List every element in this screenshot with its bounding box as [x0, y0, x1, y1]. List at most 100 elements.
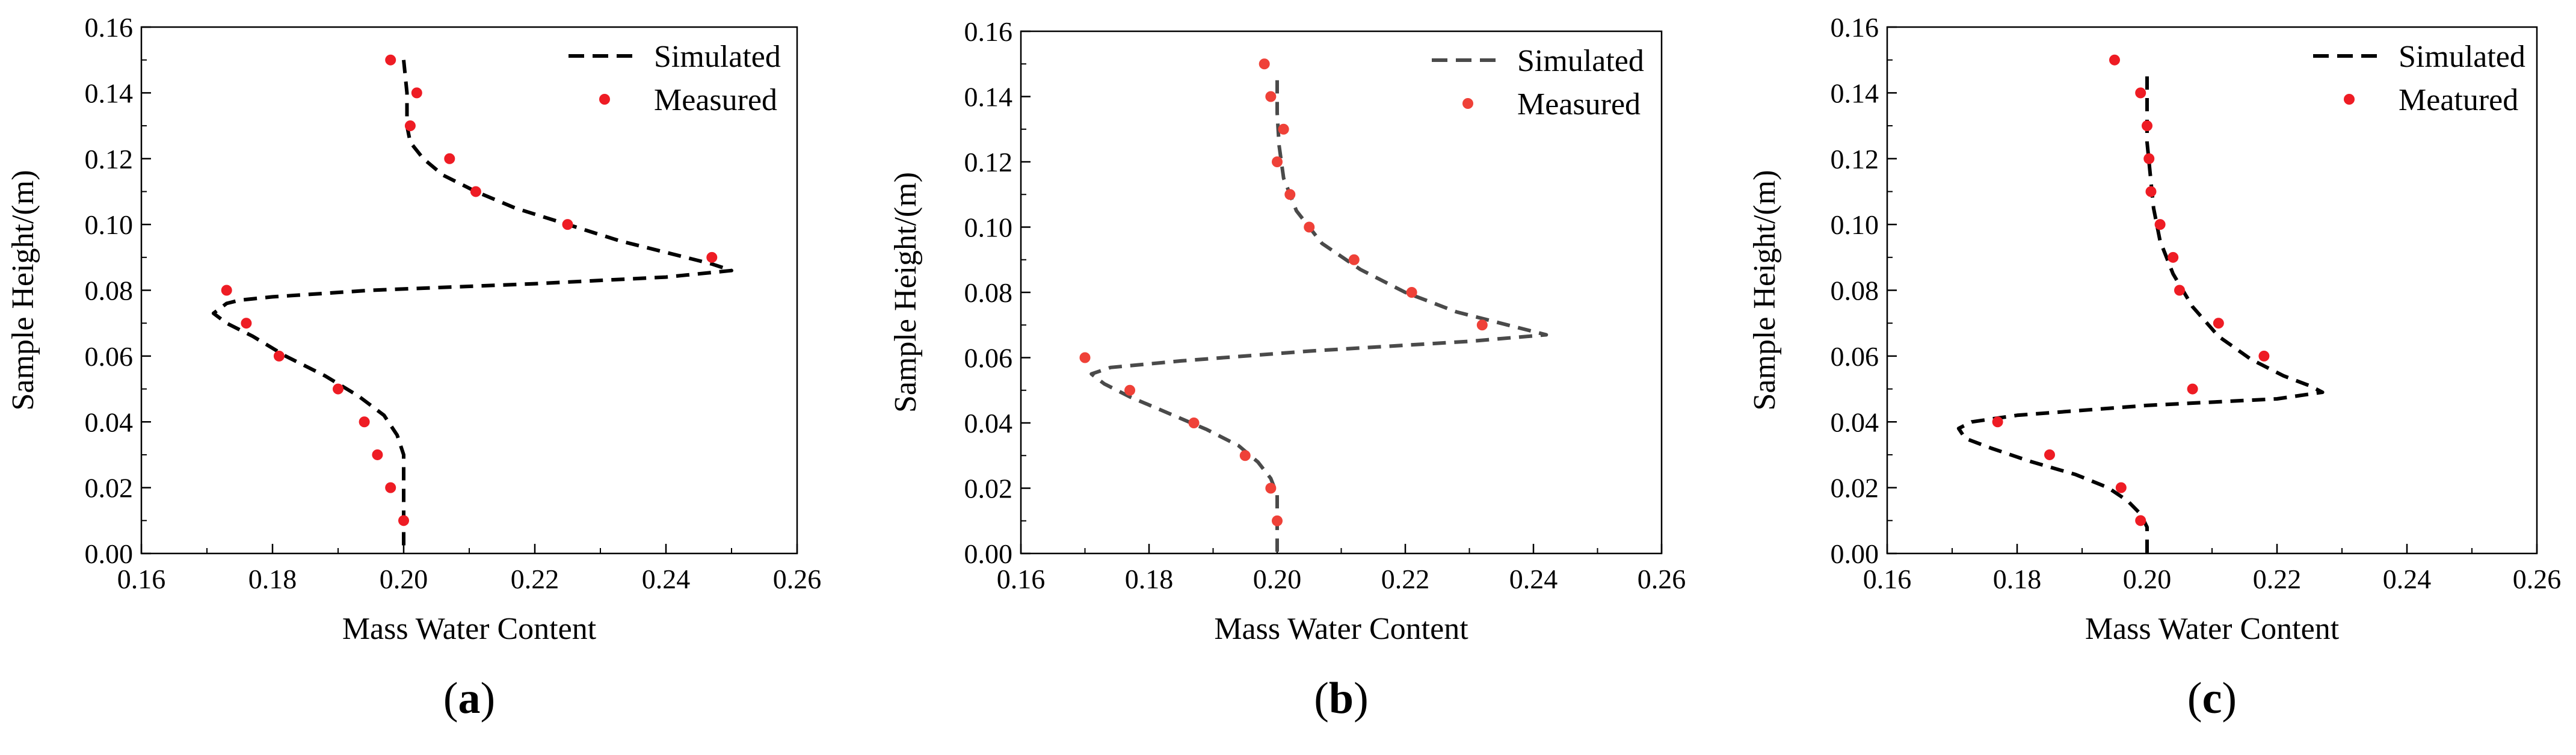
x-tick-label: 0.18 — [248, 564, 297, 594]
y-tick-label: 0.00 — [964, 538, 1013, 569]
measured-point — [411, 87, 422, 99]
y-tick-label: 0.06 — [85, 341, 134, 372]
y-tick-label: 0.00 — [85, 538, 134, 569]
legend-measured-swatch — [1462, 98, 1473, 109]
x-tick-label: 0.20 — [1253, 564, 1302, 594]
measured-point — [562, 219, 573, 230]
panel-label: (a) — [443, 674, 495, 723]
y-tick-label: 0.16 — [85, 12, 134, 43]
y-tick-label: 0.12 — [1831, 144, 1879, 174]
y-axis-title: Sample Height/(m) — [1748, 170, 1782, 410]
y-axis-title: Sample Height/(m) — [889, 172, 923, 413]
measured-point — [2135, 515, 2146, 526]
x-tick-label: 0.20 — [2123, 564, 2172, 594]
y-tick-label: 0.10 — [964, 212, 1013, 243]
legend-measured-swatch — [2344, 94, 2355, 105]
measured-point — [1348, 254, 1360, 265]
y-tick-label: 0.16 — [1831, 12, 1879, 43]
measured-point — [1284, 189, 1296, 200]
panel-label: (b) — [1314, 674, 1368, 723]
measured-point — [1992, 416, 2003, 428]
measured-point — [1259, 58, 1270, 70]
measured-point — [2145, 186, 2157, 197]
y-tick-label: 0.08 — [1831, 276, 1879, 306]
measured-point — [1406, 287, 1417, 298]
x-tick-label: 0.24 — [642, 564, 691, 594]
x-tick-label: 0.26 — [773, 564, 822, 594]
measured-point — [221, 285, 232, 296]
measured-point — [2174, 285, 2185, 296]
measured-point — [1272, 156, 1283, 167]
measured-point — [1272, 515, 1283, 526]
simulated-line — [211, 60, 733, 553]
y-tick-label: 0.06 — [1831, 341, 1879, 372]
x-tick-label: 0.18 — [1993, 564, 2042, 594]
y-tick-label: 0.10 — [1831, 209, 1879, 240]
measured-point — [706, 251, 718, 263]
x-tick-label: 0.16 — [997, 564, 1046, 594]
measured-point — [1239, 450, 1251, 461]
x-axis-title: Mass Water Content — [2085, 612, 2340, 646]
y-tick-label: 0.14 — [1831, 78, 1879, 108]
measured-point — [359, 416, 370, 428]
measured-point — [1124, 384, 1136, 396]
measured-point — [444, 153, 455, 164]
measured-point — [2187, 383, 2198, 395]
measured-point — [398, 515, 409, 526]
measured-point — [404, 120, 416, 132]
y-tick-label: 0.02 — [964, 473, 1013, 504]
measured-point — [1265, 91, 1277, 102]
legend-measured-swatch — [599, 94, 610, 105]
measured-point — [1079, 352, 1091, 363]
y-tick-label: 0.08 — [85, 276, 134, 306]
x-tick-label: 0.16 — [117, 564, 166, 594]
measured-point — [1304, 221, 1315, 233]
simulated-line — [1089, 80, 1548, 553]
measured-point — [2142, 120, 2152, 132]
measured-point — [333, 383, 344, 395]
y-tick-label: 0.08 — [964, 277, 1013, 308]
y-tick-label: 0.02 — [85, 473, 134, 504]
legend-label: Simulated — [1517, 44, 1644, 78]
measured-point — [1188, 418, 1200, 428]
legend-label: Measured — [654, 83, 777, 117]
x-tick-label: 0.24 — [2383, 564, 2432, 594]
legend-label: Meatured — [2399, 83, 2518, 117]
measured-point — [2258, 350, 2270, 362]
y-tick-label: 0.10 — [85, 209, 134, 240]
simulated-line — [1956, 76, 2325, 553]
y-tick-label: 0.12 — [85, 144, 134, 174]
y-tick-label: 0.14 — [964, 82, 1013, 112]
measured-point — [470, 186, 481, 197]
y-tick-label: 0.16 — [964, 16, 1013, 47]
measured-point — [385, 54, 396, 66]
x-axis-title: Mass Water Content — [342, 612, 597, 646]
measured-point — [273, 350, 285, 362]
y-tick-label: 0.06 — [964, 343, 1013, 374]
measured-point — [2168, 251, 2179, 263]
panel-a: 0.16 0.18 0.20 0.22 0.24 0.26 0.00 0.02 0.04 0.06… — [6, 12, 821, 723]
measured-point — [2044, 449, 2055, 460]
measured-point — [1278, 123, 1289, 135]
x-tick-label: 0.26 — [2513, 564, 2562, 594]
panel-c: 0.16 0.18 0.20 0.22 0.24 0.26 0.00 0.02 0.04 0.06… — [1748, 12, 2561, 723]
measured-point — [385, 482, 396, 493]
y-tick-label: 0.04 — [85, 407, 134, 437]
x-tick-label: 0.22 — [1381, 564, 1430, 594]
measured-point — [2115, 482, 2127, 493]
y-tick-label: 0.04 — [964, 408, 1013, 439]
legend-label: Simulated — [2399, 40, 2525, 74]
measured-point — [2143, 153, 2155, 164]
x-tick-label: 0.16 — [1863, 564, 1912, 594]
y-tick-label: 0.12 — [964, 147, 1013, 177]
x-tick-label: 0.24 — [1509, 564, 1558, 594]
x-tick-label: 0.26 — [1638, 564, 1686, 594]
y-tick-label: 0.00 — [1831, 538, 1879, 569]
x-axis-title: Mass Water Content — [1214, 612, 1468, 646]
measured-point — [2135, 87, 2146, 99]
measured-point — [2109, 54, 2120, 66]
x-tick-label: 0.22 — [2253, 564, 2302, 594]
y-tick-label: 0.14 — [85, 78, 134, 108]
measured-point — [372, 449, 383, 460]
